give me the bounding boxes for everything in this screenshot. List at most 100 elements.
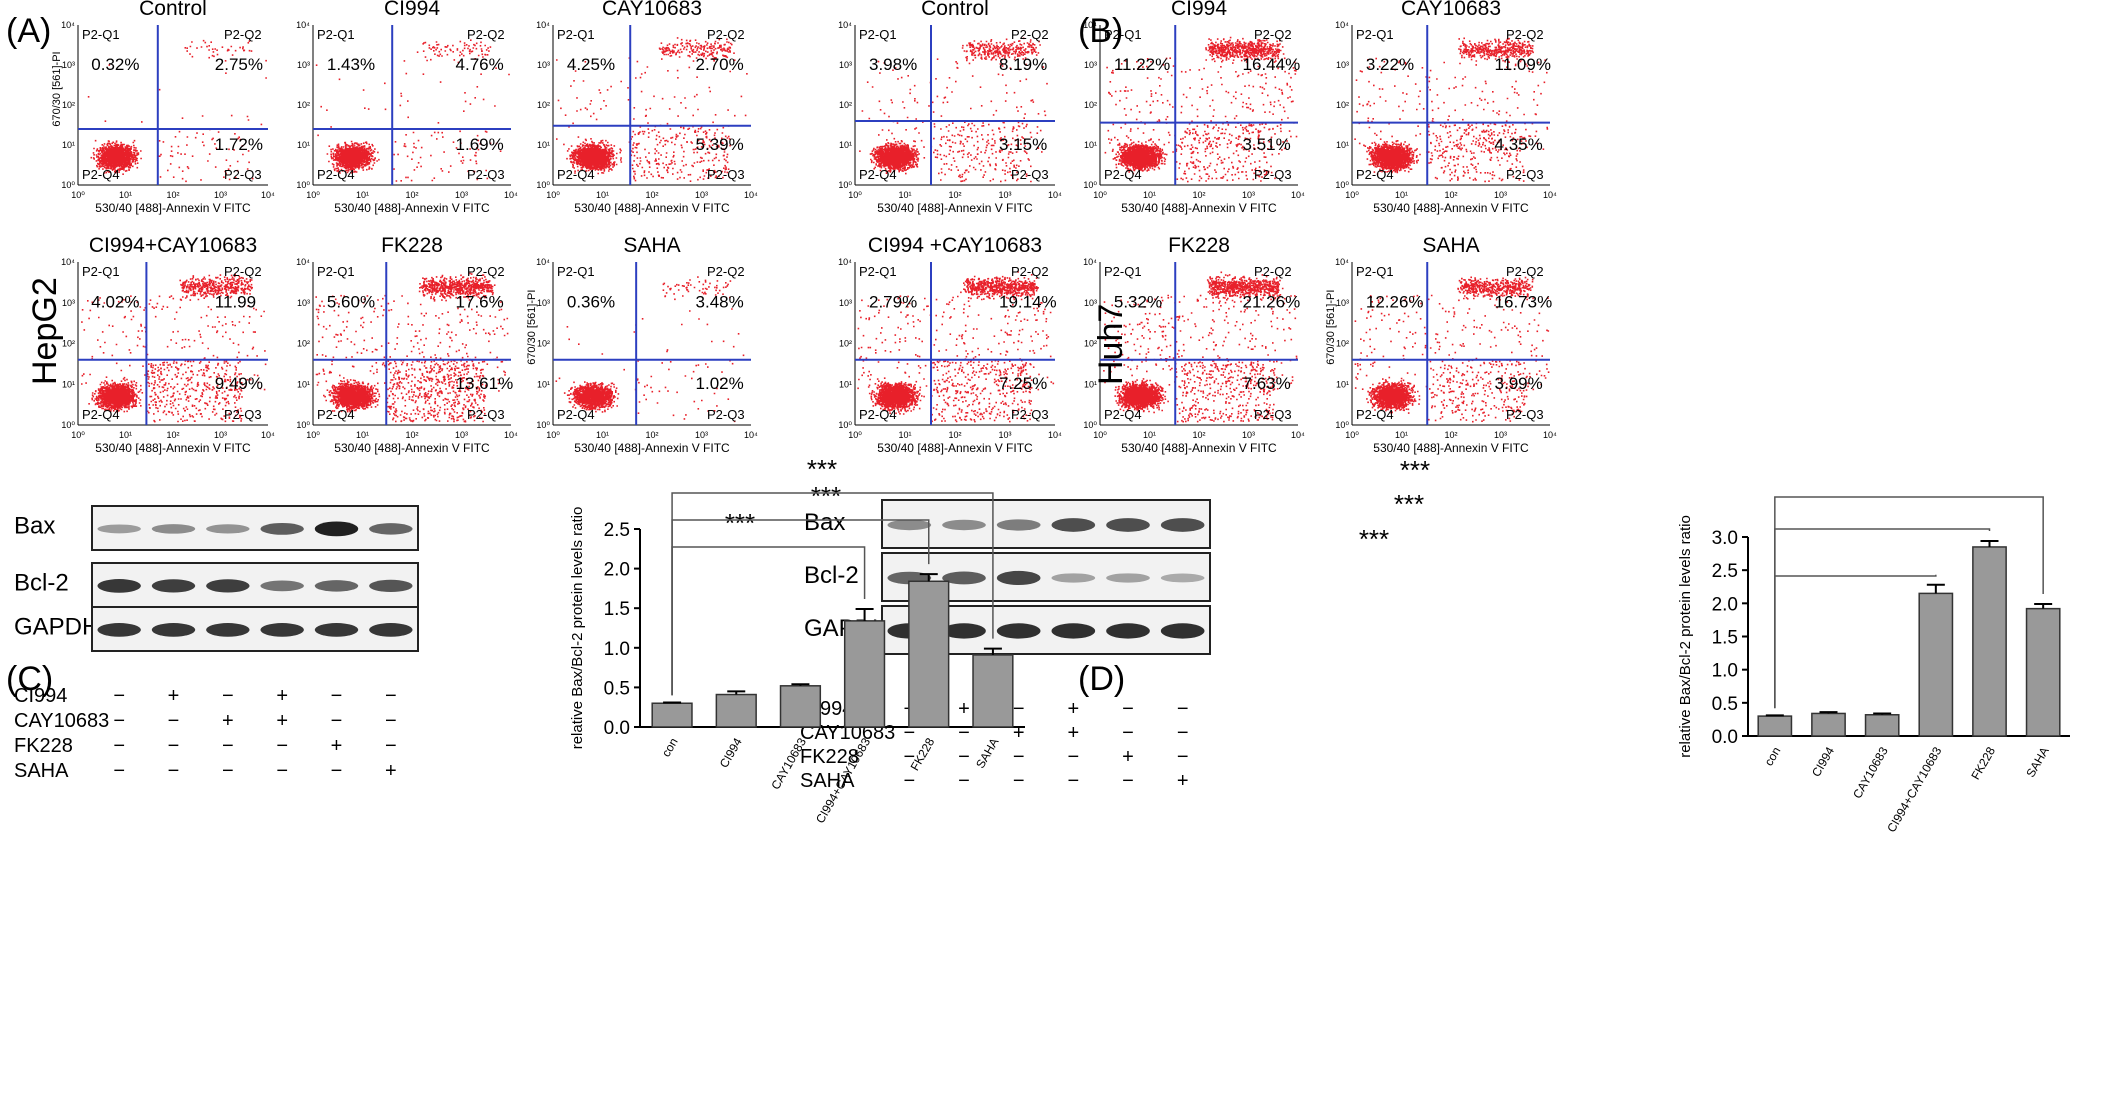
flow-dot-path xyxy=(1354,37,1549,183)
blot-band xyxy=(369,579,413,592)
panel-letter-c: (C) xyxy=(6,660,53,698)
flow-y-tick-label: 10² xyxy=(1336,100,1349,110)
quadrant-percent-q2: 4.76% xyxy=(456,55,504,74)
flow-y-axis-label: 670/30 [561]-PI xyxy=(51,51,63,126)
quadrant-label-q2: P2-Q2 xyxy=(1254,264,1292,279)
blot-band xyxy=(206,623,250,637)
treatment-sign: − xyxy=(168,735,180,757)
flow-x-tick-label: 10⁴ xyxy=(744,190,758,200)
flow-plot-title: SAHA xyxy=(623,234,680,257)
significance-bracket xyxy=(1774,496,2044,709)
chart-y-tick-label: 0.5 xyxy=(604,678,630,699)
flow-scatter-dots xyxy=(556,37,748,182)
bar-saha xyxy=(2025,607,2061,737)
quadrant-label-q4: P2-Q4 xyxy=(1356,167,1394,182)
flow-x-axis-label: 530/40 [488]-Annexin V FITC xyxy=(1373,441,1529,455)
chart-y-tick-label: 2.0 xyxy=(1712,594,1738,615)
bar-chart-c: 0.0 0.5 1.0 1.5 2.0 2.5 relative Bax/Bcl-2 pro… xyxy=(569,454,1025,826)
flow-x-tick-label: 10¹ xyxy=(1395,190,1408,200)
blot-band xyxy=(97,524,141,534)
flow-y-axis-label: 670/30 [561]-PI xyxy=(1325,290,1337,365)
bar-fk228 xyxy=(908,580,950,728)
flow-x-tick-label: 10² xyxy=(1192,190,1205,200)
significance-stars: *** xyxy=(1400,455,1430,485)
blot-band xyxy=(1160,623,1205,639)
flow-plot-a-3: CAY10683 P2-Q1 P2-Q2 P2-Q3 P2-Q4 4.25% 2.70% 5.… xyxy=(536,0,758,215)
flow-x-tick-label: 10² xyxy=(405,190,418,200)
flow-scatter-dots xyxy=(1354,276,1550,423)
treatment-sign: − xyxy=(903,722,915,744)
flow-scatter-dots xyxy=(1104,36,1298,183)
flow-plot-title: FK228 xyxy=(1168,234,1230,257)
blot-band xyxy=(206,524,250,534)
flow-y-tick-label: 10² xyxy=(839,339,852,349)
flow-y-tick-label: 10³ xyxy=(1084,60,1097,70)
quadrant-label-q2: P2-Q2 xyxy=(467,27,505,42)
flow-x-tick-label: 10⁴ xyxy=(261,190,275,200)
flow-x-tick-label: 10⁴ xyxy=(261,430,275,440)
bar-con xyxy=(651,702,693,728)
quadrant-label-q1: P2-Q1 xyxy=(1356,264,1394,279)
blot-label-bax: Bax xyxy=(14,512,55,539)
quadrant-percent-q3: 3.99% xyxy=(1495,374,1543,393)
flow-plot-b-1: Control P2-Q1 P2-Q2 P2-Q3 P2-Q4 3.98% 8.19% 3.1… xyxy=(838,0,1062,215)
cell-line-label-huh7: Huh7 xyxy=(1092,304,1130,385)
treatment-sign: − xyxy=(331,685,343,707)
quadrant-percent-q1: 3.22% xyxy=(1366,55,1414,74)
chart-y-tick-label: 2.5 xyxy=(604,520,630,541)
chart-y-tick-label: 0.0 xyxy=(1712,727,1738,748)
flow-plot-b-4: CI994 +CAY10683 P2-Q1 P2-Q2 P2-Q3 P2-Q4 2.79%… xyxy=(838,234,1062,455)
treatment-sign: − xyxy=(958,722,970,744)
quadrant-label-q4: P2-Q4 xyxy=(557,167,595,182)
quadrant-label-q4: P2-Q4 xyxy=(859,407,897,422)
flow-cytometry-panels: Control P2-Q1 P2-Q2 P2-Q3 P2-Q4 0.32% 2.75% 1.7… xyxy=(51,0,1557,455)
flow-x-axis-label: 530/40 [488]-Annexin V FITC xyxy=(95,441,251,455)
chart-x-tick-label: con xyxy=(1762,745,1784,769)
flow-scatter-dots xyxy=(1354,37,1549,183)
blot-band xyxy=(1106,573,1150,583)
flow-y-tick-label: 10³ xyxy=(297,60,310,70)
treatment-sign: − xyxy=(222,685,234,707)
flow-y-tick-label: 10² xyxy=(1084,100,1097,110)
flow-plot-b-5: FK228 P2-Q1 P2-Q2 P2-Q3 P2-Q4 5.32% 21.26% 7.63… xyxy=(1083,234,1305,455)
flow-y-tick-label: 10¹ xyxy=(297,379,310,389)
blot-membrane xyxy=(91,505,419,551)
treatment-sign: − xyxy=(331,710,343,732)
flow-x-tick-label: 10³ xyxy=(695,430,708,440)
treatment-sign: − xyxy=(1067,770,1079,792)
flow-plot-b-2: CI994 P2-Q1 P2-Q2 P2-Q3 P2-Q4 11.22% 16.44% 3.5… xyxy=(1083,0,1305,215)
quadrant-percent-q3: 3.15% xyxy=(999,135,1047,154)
flow-scatter-dots xyxy=(81,273,267,423)
flow-y-tick-label: 10⁰ xyxy=(61,420,75,430)
quadrant-percent-q1: 4.25% xyxy=(567,55,615,74)
treatment-sign: − xyxy=(1122,722,1134,744)
quadrant-label-q3: P2-Q3 xyxy=(467,167,505,182)
flow-x-tick-label: 10² xyxy=(948,430,961,440)
flow-y-tick-label: 10⁴ xyxy=(536,20,550,30)
flow-y-tick-label: 10⁰ xyxy=(1083,180,1097,190)
flow-y-tick-label: 10⁰ xyxy=(838,180,852,190)
quadrant-label-q4: P2-Q4 xyxy=(317,167,355,182)
treatment-sign: − xyxy=(222,735,234,757)
flow-y-tick-label: 10³ xyxy=(62,60,75,70)
flow-x-tick-label: 10³ xyxy=(1494,430,1507,440)
blot-band xyxy=(1160,573,1205,583)
flow-x-tick-label: 10² xyxy=(645,430,658,440)
flow-x-tick-label: 10⁰ xyxy=(1345,430,1359,440)
flow-plot-title: CAY10683 xyxy=(1401,0,1501,20)
flow-y-tick-label: 10³ xyxy=(537,298,550,308)
significance-stars: *** xyxy=(725,508,755,538)
panel-letter-d: (D) xyxy=(1078,660,1125,698)
flow-x-tick-label: 10¹ xyxy=(1395,430,1408,440)
quadrant-percent-q3: 9.49% xyxy=(215,374,263,393)
bar-fk228 xyxy=(1972,546,2007,737)
treatment-sign: − xyxy=(1177,722,1189,744)
quadrant-label-q3: P2-Q3 xyxy=(1011,407,1049,422)
flow-y-tick-label: 10² xyxy=(839,100,852,110)
quadrant-label-q2: P2-Q2 xyxy=(1506,27,1544,42)
blot-band xyxy=(942,623,986,639)
bar-chart-panels: 0.0 0.5 1.0 1.5 2.0 2.5 relative Bax/Bcl-2 pro… xyxy=(569,454,2070,835)
bar-chart-d: 0.0 0.5 1.0 1.5 2.0 2.5 3.0 relative Bax/Bcl-2 … xyxy=(1359,455,2070,835)
bar-cay10683 xyxy=(1864,714,1900,737)
